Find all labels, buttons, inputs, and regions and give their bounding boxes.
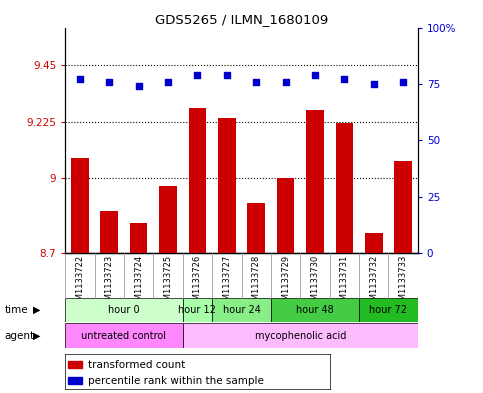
Text: transformed count: transformed count xyxy=(88,360,185,370)
Text: ▶: ▶ xyxy=(32,331,40,341)
Point xyxy=(76,76,84,83)
Bar xyxy=(359,298,418,322)
Text: time: time xyxy=(5,305,28,315)
Text: hour 72: hour 72 xyxy=(369,305,408,315)
Bar xyxy=(189,108,206,253)
Bar xyxy=(71,158,89,253)
Bar xyxy=(271,298,359,322)
Text: mycophenolic acid: mycophenolic acid xyxy=(255,331,346,341)
Point xyxy=(252,79,260,85)
Bar xyxy=(159,185,177,253)
Bar xyxy=(336,123,353,253)
Bar xyxy=(183,323,418,348)
Point xyxy=(164,79,172,85)
Bar xyxy=(277,178,295,253)
Bar xyxy=(68,377,83,384)
Point xyxy=(341,76,348,83)
Bar xyxy=(183,298,212,322)
Bar xyxy=(218,118,236,253)
Point xyxy=(105,79,113,85)
Point xyxy=(194,72,201,78)
Bar xyxy=(130,223,147,253)
Bar xyxy=(68,362,83,368)
Text: hour 24: hour 24 xyxy=(223,305,260,315)
Text: untreated control: untreated control xyxy=(82,331,167,341)
Point xyxy=(370,81,378,87)
Bar xyxy=(365,233,383,253)
Bar xyxy=(394,161,412,253)
Bar xyxy=(100,211,118,253)
Bar xyxy=(247,203,265,253)
Point xyxy=(399,79,407,85)
Text: hour 0: hour 0 xyxy=(108,305,140,315)
Bar xyxy=(306,110,324,253)
Point xyxy=(311,72,319,78)
Text: percentile rank within the sample: percentile rank within the sample xyxy=(88,376,264,386)
Bar xyxy=(65,323,183,348)
Text: hour 12: hour 12 xyxy=(179,305,216,315)
Text: agent: agent xyxy=(5,331,35,341)
Title: GDS5265 / ILMN_1680109: GDS5265 / ILMN_1680109 xyxy=(155,13,328,26)
Text: ▶: ▶ xyxy=(32,305,40,315)
Point xyxy=(282,79,289,85)
Point xyxy=(223,72,231,78)
Bar xyxy=(212,298,271,322)
Point xyxy=(135,83,142,90)
Bar xyxy=(65,298,183,322)
Text: hour 48: hour 48 xyxy=(296,305,334,315)
